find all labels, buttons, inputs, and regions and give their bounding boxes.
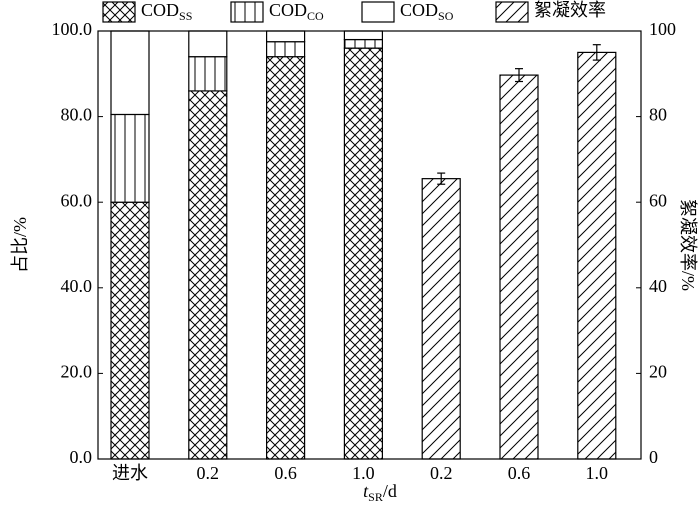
legend-swatch xyxy=(230,1,264,23)
bar xyxy=(110,113,150,203)
legend-label-sub: SO xyxy=(438,9,454,23)
legend-swatch xyxy=(102,1,136,23)
x-tick-label: 1.0 xyxy=(586,463,609,483)
x-tick-label: 0.2 xyxy=(430,463,453,483)
error-bar xyxy=(592,44,601,61)
y-tick-label: 60.0 xyxy=(61,190,93,210)
bar xyxy=(266,41,306,58)
error-bar xyxy=(437,172,446,185)
y2-tick-label: 80 xyxy=(649,105,667,125)
bar xyxy=(188,30,228,58)
x-tick-label: 1.0 xyxy=(352,463,375,483)
legend-label-sub: CO xyxy=(307,9,324,23)
legend-label: CODSO xyxy=(400,0,454,23)
legend-label-sub: SS xyxy=(179,9,192,23)
legend-swatch xyxy=(361,1,395,23)
x-tick-label: 0.2 xyxy=(197,463,220,483)
error-bar xyxy=(515,68,523,83)
bar xyxy=(421,178,461,460)
y2-axis-title: 絮凝效率/% xyxy=(678,199,698,291)
x-tick-label: 0.6 xyxy=(274,463,297,483)
y-axis-title: 占比/% xyxy=(10,217,30,273)
y2-tick-label: 40 xyxy=(649,276,667,296)
y-tick-label: 80.0 xyxy=(61,105,93,125)
legend-swatch xyxy=(495,1,529,23)
legend-label-main: COD xyxy=(141,0,179,20)
legend-label-main: 絮凝效率 xyxy=(534,0,606,20)
x-axis-title: tSR/d xyxy=(363,481,397,504)
legend-label: CODSS xyxy=(141,0,192,23)
bar xyxy=(499,74,539,460)
bar xyxy=(188,56,228,92)
legend-label: CODCO xyxy=(269,0,324,23)
legend-label: 絮凝效率 xyxy=(534,0,606,20)
legend-label-main: COD xyxy=(269,0,307,20)
x-tick-label: 0.6 xyxy=(508,463,531,483)
y-tick-label: 100.0 xyxy=(52,19,93,39)
bar xyxy=(266,56,306,460)
bar xyxy=(110,201,150,460)
y2-tick-label: 60 xyxy=(649,190,667,210)
y-tick-label: 20.0 xyxy=(61,362,93,382)
y2-tick-label: 100 xyxy=(649,19,676,39)
bar xyxy=(188,90,228,460)
x-tick-label: 进水 xyxy=(112,463,148,483)
y-tick-label: 0.0 xyxy=(70,447,93,467)
x-title-unit: /d xyxy=(383,481,397,501)
bar xyxy=(343,47,383,460)
legend-label-main: COD xyxy=(400,0,438,20)
y2-tick-label: 20 xyxy=(649,362,667,382)
y-tick-label: 40.0 xyxy=(61,276,93,296)
bar xyxy=(266,30,306,43)
x-title-sub: SR xyxy=(368,490,383,504)
x-title-main: t xyxy=(363,481,369,501)
y2-tick-label: 0 xyxy=(649,447,658,467)
plot-frame xyxy=(97,30,642,460)
bar xyxy=(577,51,617,460)
bar xyxy=(343,38,383,49)
bar xyxy=(343,30,383,41)
bar xyxy=(110,30,150,116)
